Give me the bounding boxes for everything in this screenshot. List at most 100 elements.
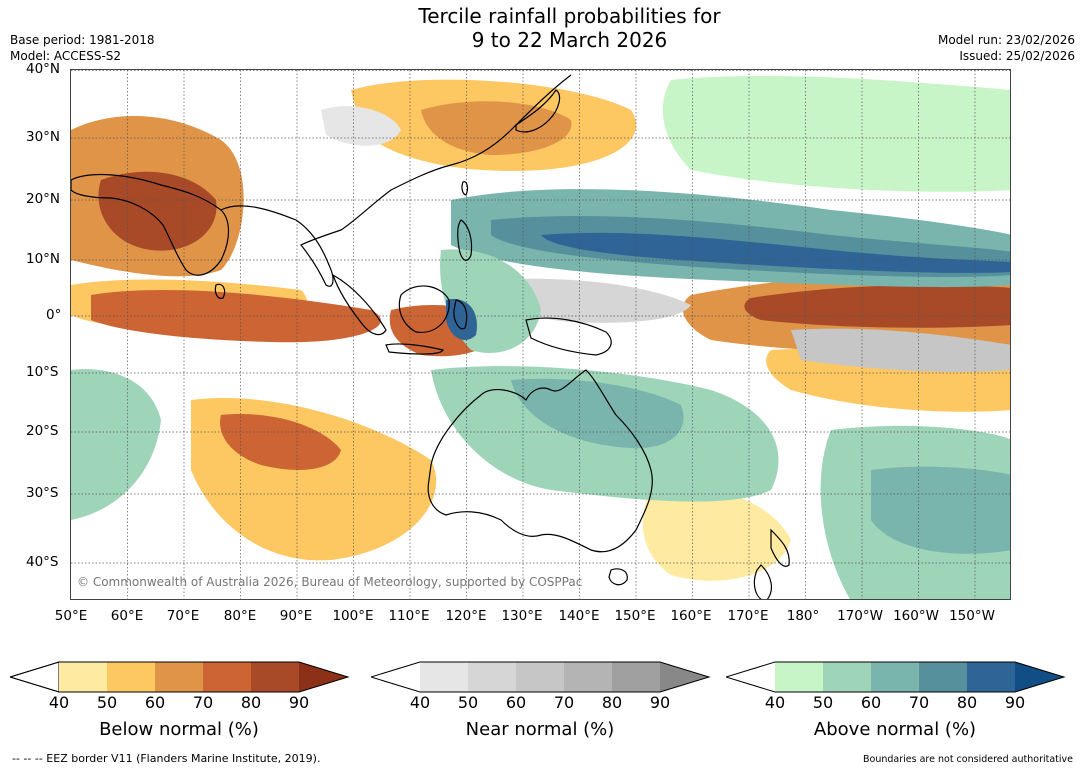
near-cbar-title: Near normal (%) — [465, 719, 615, 740]
new-zealand-south-coast — [753, 564, 773, 599]
lon-label-100e: 100°E — [332, 608, 374, 624]
lon-label-180: 180° — [786, 608, 820, 624]
lon-label-70e: 70°E — [166, 608, 200, 624]
lat-label-20s: 20°S — [26, 423, 59, 439]
boundaries-disclaimer: Boundaries are not considered authoritat… — [863, 754, 1073, 765]
eez-border-note: -- -- -- EEZ border V11 (Flanders Marine… — [12, 752, 321, 765]
above-cbar-title: Above normal (%) — [813, 719, 977, 740]
lat-label-10n: 10°N — [26, 251, 61, 267]
below-cbar-swatch-2 — [107, 662, 155, 692]
meta-right: Model run: 23/02/2026 Issued: 25/02/2026 — [938, 32, 1075, 64]
australia-wet-mid — [511, 378, 684, 449]
lon-label-150e: 150°E — [614, 608, 656, 624]
below-normal-regions — [71, 79, 1010, 581]
lon-label-50e: 50°E — [54, 608, 88, 624]
south-indian-dry-core — [220, 414, 341, 470]
near-tick-40: 40 — [409, 693, 431, 712]
lat-label-10s: 10°S — [26, 364, 59, 380]
near-normal-band — [491, 278, 691, 323]
below-cbar-arrow-left — [10, 661, 60, 693]
below-tick-60: 60 — [144, 693, 166, 712]
lat-label-40n: 40°N — [26, 61, 61, 77]
below-tick-40: 40 — [48, 693, 70, 712]
model-text: Model: ACCESS-S2 — [10, 49, 122, 63]
near-cbar-swatch-3 — [516, 662, 564, 692]
sri-lanka-coast — [214, 283, 226, 299]
above-tick-50: 50 — [812, 693, 834, 712]
lon-label-170w: 170°W — [837, 608, 883, 624]
below-tick-90: 90 — [288, 693, 310, 712]
below-cbar-swatch-4 — [203, 662, 251, 692]
meta-left: Base period: 1981-2018 Model: ACCESS-S2 — [10, 32, 155, 64]
near-normal-south-pacific — [791, 328, 1010, 372]
taiwan-coast — [461, 181, 469, 196]
lon-label-160w: 160°W — [893, 608, 939, 624]
lat-label-40s: 40°S — [26, 554, 59, 570]
tasmania-coast — [608, 568, 628, 586]
lon-label-140e: 140°E — [558, 608, 600, 624]
above-normal-colorbar — [726, 661, 1066, 693]
copyright-notice: © Commonwealth of Australia 2026, Bureau… — [77, 575, 583, 589]
below-cbar-swatch-1 — [59, 662, 107, 692]
new-guinea-coast — [525, 317, 612, 356]
below-normal-colorbar — [10, 661, 350, 693]
below-tick-80: 80 — [240, 693, 262, 712]
lon-label-170e: 170°E — [727, 608, 769, 624]
lon-label-110e: 110°E — [388, 608, 430, 624]
near-normal-patches — [321, 106, 401, 146]
above-tick-70: 70 — [908, 693, 930, 712]
southwest-indian-wet — [71, 369, 161, 520]
lat-label-30n: 30°N — [26, 129, 61, 145]
above-cbar-swatch-3 — [871, 662, 919, 692]
map-panel: © Commonwealth of Australia 2026, Bureau… — [70, 69, 1011, 600]
title-line-1: Tercile rainfall probabilities for — [418, 4, 721, 28]
above-cbar-arrow-right — [1015, 662, 1064, 692]
tasman-dry — [642, 487, 791, 581]
lat-label-equator: 0° — [46, 307, 62, 323]
near-tick-80: 80 — [601, 693, 623, 712]
south-pacific-wet-mid — [871, 466, 1010, 554]
west-pacific-wet-core — [541, 232, 1010, 273]
above-cbar-swatch-2 — [823, 662, 871, 692]
lon-label-90e: 90°E — [279, 608, 313, 624]
southeast-asia-coast — [220, 74, 572, 287]
near-normal-regions — [321, 106, 1010, 372]
near-tick-90: 90 — [649, 693, 671, 712]
map-title: Tercile rainfall probabilities for 9 to … — [0, 4, 1085, 52]
north-pacific-wet — [662, 75, 1010, 192]
above-tick-80: 80 — [956, 693, 978, 712]
near-tick-60: 60 — [505, 693, 527, 712]
lat-label-30s: 30°S — [26, 485, 59, 501]
above-cbar-swatch-4 — [919, 662, 967, 692]
near-tick-70: 70 — [553, 693, 575, 712]
below-cbar-title: Below normal (%) — [99, 719, 259, 740]
india-dry-core — [98, 171, 217, 251]
above-tick-40: 40 — [764, 693, 786, 712]
title-line-2: 9 to 22 March 2026 — [471, 28, 668, 52]
pacific-equatorial-dry-core — [744, 285, 1010, 328]
sulawesi-coast — [453, 299, 468, 330]
lon-label-80e: 80°E — [223, 608, 257, 624]
graticule — [71, 70, 1010, 599]
lon-label-60e: 60°E — [110, 608, 144, 624]
above-cbar-swatch-1 — [775, 662, 823, 692]
near-cbar-arrow-right — [660, 662, 709, 692]
sumatra-coast — [331, 273, 387, 336]
new-zealand-north-coast — [770, 528, 790, 567]
above-cbar-arrow-left — [726, 662, 775, 692]
lon-label-130e: 130°E — [501, 608, 543, 624]
lon-label-120e: 120°E — [445, 608, 487, 624]
borneo-coast — [398, 285, 450, 333]
near-cbar-swatch-5 — [612, 662, 660, 692]
near-cbar-swatch-2 — [468, 662, 516, 692]
below-tick-70: 70 — [192, 693, 214, 712]
coastlines — [71, 74, 790, 599]
near-cbar-arrow-left — [371, 662, 420, 692]
below-cbar-swatch-5 — [251, 662, 299, 692]
model-run-text: Model run: 23/02/2026 — [937, 33, 1075, 47]
below-tick-50: 50 — [96, 693, 118, 712]
issued-text: Issued: 25/02/2026 — [959, 49, 1075, 63]
lon-label-150w: 150°W — [949, 608, 995, 624]
near-cbar-swatch-4 — [564, 662, 612, 692]
rainfall-map — [71, 70, 1010, 599]
